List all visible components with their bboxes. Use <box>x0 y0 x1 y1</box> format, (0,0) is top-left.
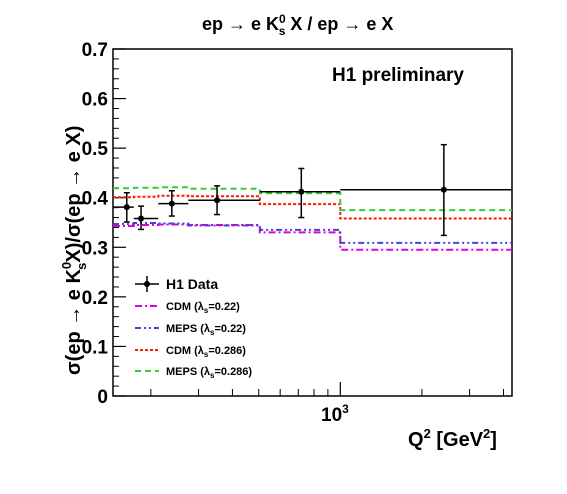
legend-entry-cdm-022: CDM (λs=0.22) <box>135 301 240 315</box>
data-point-marker <box>214 197 221 204</box>
series-line-cdm022 <box>113 223 512 251</box>
data-point-marker <box>168 200 175 207</box>
legend-entry-cdm-0286: CDM (λs=0.286) <box>135 345 246 359</box>
legend: H1 Data CDM (λs=0.22) MEPS (λs=0.22) CDM… <box>135 276 252 380</box>
chart-title: ep → e K0 s X / ep → e X <box>202 12 393 38</box>
h1-data-points <box>113 143 512 237</box>
plot-frame <box>112 48 513 397</box>
data-point-marker <box>123 204 130 211</box>
data-point-marker <box>298 188 305 195</box>
legend-h1-data-marker <box>144 281 150 287</box>
y-tick-label: 0.3 <box>82 238 108 259</box>
data-point-marker <box>138 215 145 222</box>
y-tick-label: 0.1 <box>82 337 109 358</box>
h1-preliminary-label: H1 preliminary <box>332 65 464 86</box>
y-axis-title: σ(ep → e K0sX)/σ(ep → e X) <box>59 126 89 375</box>
x-tick-label-1000: 103 <box>321 402 349 426</box>
y-axis-ticks: 0 0.1 0.2 0.3 0.4 0.5 0.6 0.7 <box>82 40 126 408</box>
y-tick-label: 0 <box>97 387 108 408</box>
y-tick-label: 0.5 <box>82 139 109 160</box>
y-tick-label: 0.4 <box>82 189 109 210</box>
x-axis-ticks <box>150 382 504 396</box>
legend-label-meps-022: MEPS (λs=0.22) <box>166 323 246 337</box>
y-tick-label: 0.2 <box>82 288 108 309</box>
y-tick-label: 0.7 <box>82 40 108 61</box>
legend-entry-meps-0286: MEPS (λs=0.286) <box>135 366 252 380</box>
legend-label-cdm-0286: CDM (λs=0.286) <box>166 345 246 359</box>
x-axis-title: Q2 [GeV2] <box>408 426 497 451</box>
y-tick-label: 0.6 <box>82 90 108 111</box>
legend-label-h1-data: H1 Data <box>166 276 218 292</box>
legend-entry-h1-data: H1 Data <box>135 276 218 292</box>
series-line-meps0286 <box>113 186 512 212</box>
legend-label-cdm-022: CDM (λs=0.22) <box>166 301 240 315</box>
data-point-marker <box>440 186 447 193</box>
series-line-meps022 <box>113 221 512 244</box>
legend-label-meps-0286: MEPS (λs=0.286) <box>166 366 252 380</box>
mc-prediction-lines <box>113 186 512 251</box>
legend-entry-meps-022: MEPS (λs=0.22) <box>135 323 246 337</box>
series-line-cdm0286 <box>113 194 512 220</box>
